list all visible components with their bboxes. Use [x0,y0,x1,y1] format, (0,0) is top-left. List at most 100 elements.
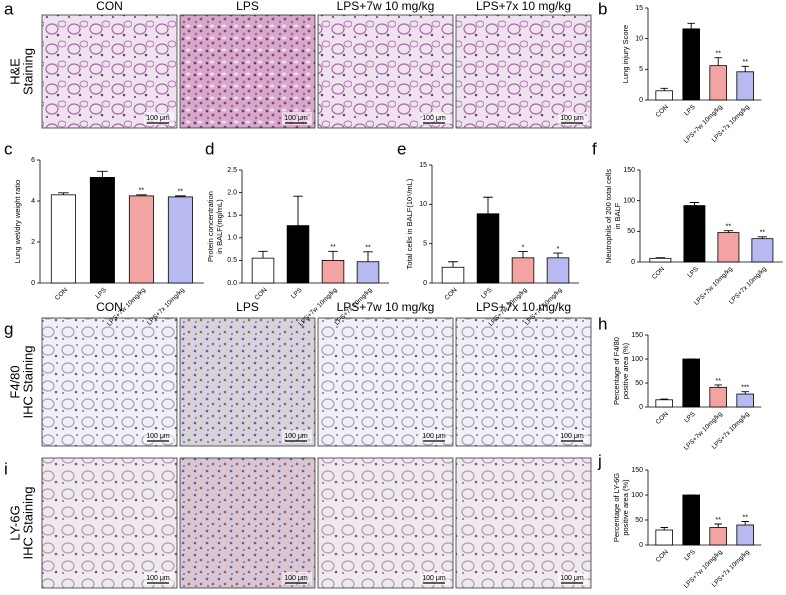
panel-label: h [598,314,607,333]
scale-bar-bg [144,112,174,125]
scale-bar-label: 100 μm [422,115,446,122]
scale-bar-bg [558,112,588,125]
bar [683,205,706,263]
y-tick-label: 15 [419,162,427,169]
y-tick-label: 0 [31,280,35,287]
scale-bar-label: 100 μm [146,433,170,440]
error-bar [328,250,338,261]
error-bar [660,398,668,400]
x-tick-label: LPS [290,286,304,300]
micrograph [41,14,178,129]
scale-bar-bg [420,430,450,443]
y-tick-label: 100 [631,356,643,363]
significance-label: ** [365,245,371,252]
y-axis-label: positive area (%) [621,342,630,399]
error-bar [723,230,734,233]
x-tick-label: LPS [94,286,108,300]
bar [682,358,700,408]
error-bar [483,196,493,214]
significance-label: ** [742,59,748,66]
bar [736,524,754,546]
scale-bar-bg [144,430,174,443]
x-tick-label: CON [655,410,670,425]
scale-bar-bg [282,112,312,125]
scale-bar-bg [282,430,312,443]
micrograph [317,14,454,129]
y-axis-label: Percentage of F4/80 [612,337,621,405]
error-bar [714,384,722,388]
y-tick-label: 0 [639,404,643,411]
significance-label: ** [760,230,766,237]
y-tick-label: 2 [31,239,35,246]
y-tick-label: 0.5 [227,257,237,264]
bar [736,393,754,408]
scale-bar-label: 100 μm [146,115,170,122]
y-tick-label: 1.5 [227,212,237,219]
scale-bar-label: 100 μm [284,433,308,440]
error-bar [518,251,528,258]
panel-label: a [4,0,14,18]
x-tick-label: LPS+7x 10mg/kg [728,265,768,305]
error-bar [689,202,700,206]
panel-label: c [4,139,13,158]
bar [709,65,727,101]
bar [682,28,700,101]
micrograph [455,317,592,447]
significance-label: *** [741,384,749,391]
panel-label: d [205,139,214,158]
row-label: LY-6G [7,505,22,540]
bar [709,386,727,408]
error-bar [714,57,722,66]
bar [546,257,570,284]
error-bar [660,527,668,530]
y-tick-label: 4 [31,198,35,205]
row-label: H&E [7,58,22,85]
x-tick-label: LPS [686,265,700,279]
micrograph [179,317,316,447]
row-label: IHC Staining [20,346,35,419]
bar [251,257,275,284]
scale-bar-label: 100 μm [560,575,584,582]
micrograph [179,457,316,589]
scale-bar-label: 100 μm [560,115,584,122]
significance-label: ** [715,517,721,524]
column-label: LPS [236,0,259,13]
y-tick-label: 15 [635,5,643,12]
micrograph [317,317,454,447]
panel-label: j [597,451,602,470]
x-tick-label: LPS [480,286,494,300]
x-tick-label: CON [655,103,670,118]
y-tick-label: 0 [639,97,643,104]
panel-label: f [592,139,597,158]
column-label: LPS+7x 10 mg/kg [476,0,571,13]
scale-bar-label: 100 μm [146,575,170,582]
bar [655,529,673,546]
y-tick-label: 150 [631,332,643,339]
y-axis-label: Lung wet/dry weight ratio [13,180,22,263]
row-label: F4/80 [7,365,22,398]
significance-label: ** [330,244,336,251]
y-axis-label: Neutrophils of 200 total cells [604,169,613,263]
significance-label: ** [726,224,732,231]
micrograph [455,457,592,589]
error-bar [58,192,69,195]
y-axis-label: in BALF [613,202,622,229]
bar [356,261,380,284]
error-bar [258,250,268,259]
y-tick-label: 50 [635,517,643,524]
x-tick-label: CON [253,286,268,301]
bar [50,194,76,284]
y-tick-label: 5 [423,241,427,248]
scale-bar-bg [558,430,588,443]
bar [709,527,727,546]
y-axis-label: Lung injury Score [621,25,630,83]
error-bar [714,523,722,528]
scale-bar-label: 100 μm [560,433,584,440]
scale-bar-bg [558,572,588,585]
y-tick-label: 100 [631,492,643,499]
column-label: CON [96,300,123,314]
error-bar [655,257,666,259]
significance-label: ** [742,514,748,521]
scale-bar-label: 100 μm [422,575,446,582]
